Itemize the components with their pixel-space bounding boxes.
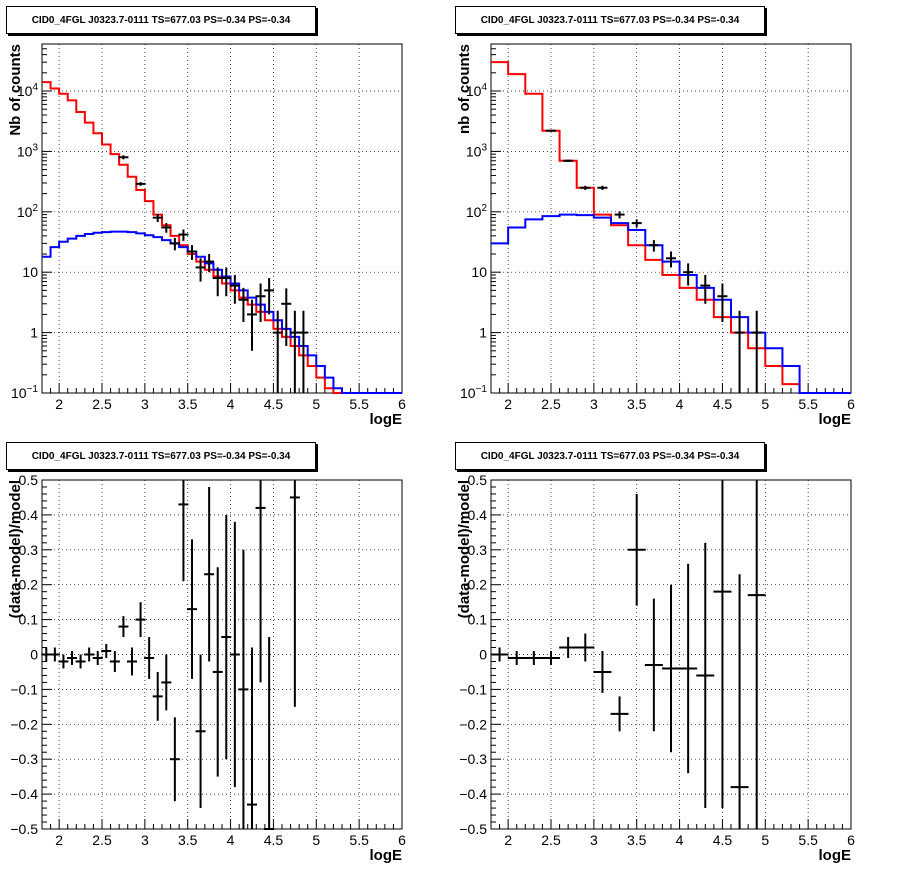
chart-pad-0: 2 2.5 3 3.5 4 4.5 5 5.5 6 10−1 1 10 102 103 104 logE Nb … xyxy=(7,43,406,428)
x-tick-label: 4 xyxy=(676,832,684,848)
y-tick-label: 1 xyxy=(479,325,487,341)
y-tick-label: 0.5 xyxy=(19,472,39,488)
y-tick-label: 102 xyxy=(466,203,488,220)
x-tick-label: 5.5 xyxy=(798,396,818,412)
y-tick-label: 0.2 xyxy=(19,577,39,593)
chart-title-top-right: CID0_4FGL J0323.7-0111 TS=677.03 PS=-0.3… xyxy=(455,6,765,34)
series-step-0 xyxy=(491,61,851,394)
x-tick-label: 2 xyxy=(504,396,512,412)
series-step-1 xyxy=(491,213,851,394)
x-tick-label: 3 xyxy=(590,396,598,412)
chart-pad-2: 2 2.5 3 3.5 4 4.5 5 5.5 6 −0.5 −0.4 −0.3 −0.2 −0.1 0 0.… xyxy=(7,472,406,864)
x-axis-label: logE xyxy=(819,847,852,864)
x-tick-label: 4.5 xyxy=(713,832,733,848)
x-tick-label: 5 xyxy=(312,832,320,848)
y-tick-label: 0.3 xyxy=(468,542,488,558)
y-tick-label: 0.1 xyxy=(468,612,488,628)
y-tick-label: −0.2 xyxy=(459,716,487,732)
x-tick-label: 5 xyxy=(761,832,769,848)
x-tick-label: 3.5 xyxy=(178,832,198,848)
x-tick-label: 5.5 xyxy=(349,832,369,848)
y-tick-label: −0.3 xyxy=(459,751,487,767)
plot-frame xyxy=(490,43,852,394)
y-tick-label: 10−1 xyxy=(11,384,38,401)
x-tick-label: 2.5 xyxy=(92,832,112,848)
chart-title-bottom-right: CID0_4FGL J0323.7-0111 TS=677.03 PS=-0.3… xyxy=(455,442,765,470)
x-tick-label: 6 xyxy=(398,832,406,848)
y-axis-label: nb of counts xyxy=(456,44,473,134)
y-tick-label: −0.1 xyxy=(459,681,487,697)
y-tick-label: 0.4 xyxy=(468,507,488,523)
x-tick-label: 4 xyxy=(227,832,235,848)
x-tick-label: 3.5 xyxy=(178,396,198,412)
x-tick-label: 4 xyxy=(227,396,235,412)
series-step-1 xyxy=(42,230,402,394)
chart-title-bottom-left: CID0_4FGL J0323.7-0111 TS=677.03 PS=-0.3… xyxy=(6,442,316,470)
x-axis-label: logE xyxy=(370,847,403,864)
y-tick-label: −0.5 xyxy=(459,821,487,837)
x-tick-label: 5.5 xyxy=(349,396,369,412)
x-tick-label: 6 xyxy=(847,396,855,412)
series-step-0 xyxy=(42,81,402,394)
x-tick-label: 2 xyxy=(55,832,63,848)
x-tick-label: 4 xyxy=(676,396,684,412)
y-tick-label: 0.2 xyxy=(468,577,488,593)
chart-pad-1: 2 2.5 3 3.5 4 4.5 5 5.5 6 10−1 1 10 102 103 104 logE nb … xyxy=(456,43,855,428)
y-axis-label: (data-model)/model xyxy=(7,480,24,618)
x-tick-label: 3 xyxy=(141,832,149,848)
y-tick-label: −0.3 xyxy=(10,751,38,767)
y-axis-label: Nb of counts xyxy=(7,44,24,136)
y-tick-label: 104 xyxy=(466,82,488,99)
y-axis-label: (data-model)/model xyxy=(456,480,473,618)
x-tick-label: 2.5 xyxy=(92,396,112,412)
y-tick-label: 10−1 xyxy=(460,384,487,401)
y-tick-label: −0.4 xyxy=(10,786,38,802)
y-tick-label: 0.3 xyxy=(19,542,39,558)
x-tick-label: 4.5 xyxy=(713,396,733,412)
plot-frame xyxy=(41,43,403,394)
y-tick-label: 0.5 xyxy=(468,472,488,488)
x-tick-label: 6 xyxy=(847,832,855,848)
y-tick-label: 0 xyxy=(30,647,38,663)
x-tick-label: 3 xyxy=(590,832,598,848)
x-tick-label: 5 xyxy=(312,396,320,412)
x-tick-label: 3 xyxy=(141,396,149,412)
y-tick-label: 10 xyxy=(22,264,38,280)
x-tick-label: 5 xyxy=(761,396,769,412)
y-tick-label: 0.1 xyxy=(19,612,39,628)
y-tick-label: 1 xyxy=(30,325,38,341)
y-tick-label: −0.5 xyxy=(10,821,38,837)
y-tick-label: −0.2 xyxy=(10,716,38,732)
x-axis-label: logE xyxy=(819,411,852,428)
x-tick-label: 2.5 xyxy=(541,396,561,412)
x-tick-label: 2 xyxy=(504,832,512,848)
y-tick-label: 0 xyxy=(479,647,487,663)
x-tick-label: 4.5 xyxy=(264,832,284,848)
x-tick-label: 4.5 xyxy=(264,396,284,412)
x-tick-label: 3.5 xyxy=(627,832,647,848)
y-tick-label: −0.4 xyxy=(459,786,487,802)
x-tick-label: 6 xyxy=(398,396,406,412)
x-tick-label: 3.5 xyxy=(627,396,647,412)
y-tick-label: 0.4 xyxy=(19,507,39,523)
x-tick-label: 5.5 xyxy=(798,832,818,848)
y-tick-label: 104 xyxy=(17,82,39,99)
y-tick-label: −0.1 xyxy=(10,681,38,697)
chart-title-top-left: CID0_4FGL J0323.7-0111 TS=677.03 PS=-0.3… xyxy=(6,6,316,34)
y-tick-label: 102 xyxy=(17,203,39,220)
chart-pad-3: 2 2.5 3 3.5 4 4.5 5 5.5 6 −0.5 −0.4 −0.3 −0.2 −0.1 0 0.… xyxy=(456,472,855,864)
x-tick-label: 2.5 xyxy=(541,832,561,848)
y-tick-label: 103 xyxy=(466,142,488,159)
y-tick-label: 103 xyxy=(17,142,39,159)
x-axis-label: logE xyxy=(370,411,403,428)
y-tick-label: 10 xyxy=(471,264,487,280)
x-tick-label: 2 xyxy=(55,396,63,412)
